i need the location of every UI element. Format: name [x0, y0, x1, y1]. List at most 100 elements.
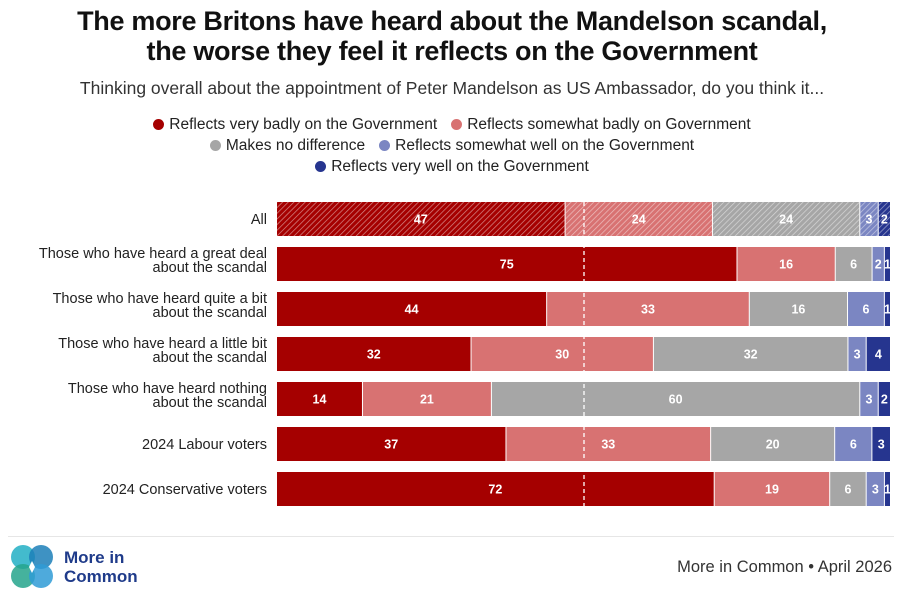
category-label: Those who have heard a great deal about t… [39, 246, 267, 276]
legend-item-somewhat-badly: Reflects somewhat badly on Government [451, 116, 751, 134]
bar-value-label: 33 [641, 303, 655, 317]
bar-segment-somewhat-badly [471, 337, 653, 371]
bar-value-label: 3 [854, 348, 861, 362]
bar-value-label: 6 [850, 438, 857, 452]
bar-value-label: 24 [632, 213, 646, 227]
chart-subtitle: Thinking overall about the appointment o… [79, 78, 825, 98]
bar-segment-very-badly [277, 382, 362, 416]
bar-segment-somewhat-badly [714, 472, 830, 506]
bar-value-label: 6 [862, 303, 869, 317]
bar-value-label: 32 [744, 348, 758, 362]
bar-row-5: 2024 Labour voters 37 33 20 6 3 [142, 427, 890, 461]
bar-value-label: 30 [555, 348, 569, 362]
bar-segment-no-difference [835, 247, 872, 281]
bar-row-0: All 47 24 24 3 2 [251, 202, 890, 236]
legend-item-somewhat-well: Reflects somewhat well on the Government [379, 137, 694, 155]
category-label: 2024 Conservative voters [103, 482, 267, 498]
category-label: Those who have heard nothing about the sc… [68, 381, 267, 411]
bar-value-label: 6 [844, 483, 851, 497]
bar-hatch-overlay [860, 202, 878, 236]
logo-text: More in Common [64, 548, 138, 586]
bar-segment-somewhat-well [848, 292, 884, 326]
category-label: All [251, 212, 267, 228]
bar-value-label: 72 [488, 483, 502, 497]
bar-value-label: 2 [881, 213, 888, 227]
bar-segment-very-badly [277, 472, 714, 506]
bar-value-label: 20 [766, 438, 780, 452]
bar-segment-somewhat-well [860, 382, 878, 416]
bar-segment-very-badly [277, 427, 506, 461]
bar-row-2: Those who have heard quite a bit about th… [53, 291, 891, 326]
bar-value-label: 3 [878, 438, 885, 452]
bar-value-label: 1 [884, 303, 891, 317]
bar-hatch-overlay [565, 202, 712, 236]
legend-label-somewhat-well: Reflects somewhat well on the Government [395, 136, 695, 154]
bar-segment-no-difference [491, 382, 860, 416]
bar-segment-somewhat-badly [737, 247, 835, 281]
bar-segment-very-badly [277, 247, 737, 281]
bar-segment-somewhat-well [835, 427, 872, 461]
bar-value-label: 16 [779, 258, 793, 272]
legend-swatch-very-badly [153, 119, 165, 130]
bar-value-label: 1 [884, 258, 891, 272]
bar-value-label: 37 [384, 438, 398, 452]
bar-segment-very-well [884, 247, 890, 281]
legend-label-very-well: Reflects very well on the Government [331, 157, 589, 175]
bar-segment-very-well [872, 427, 890, 461]
bar-value-label: 14 [313, 393, 327, 407]
legend-label-no-difference: Makes no difference [225, 136, 366, 154]
bar-segment-very-well [884, 292, 890, 326]
legend-row-1: Reflects very badly on the Government Re… [0, 114, 904, 135]
bar-value-label: 24 [779, 213, 793, 227]
category-label: Those who have heard a little bit about t… [58, 336, 267, 366]
bar-segment-somewhat-badly [547, 292, 749, 326]
bar-value-label: 2 [875, 258, 882, 272]
bar-row-3: Those who have heard a little bit about t… [58, 336, 890, 371]
legend-label-very-badly: Reflects very badly on the Government [169, 115, 438, 133]
bar-hatch-overlay [878, 202, 890, 236]
bar-value-label: 44 [405, 303, 419, 317]
legend: Reflects very badly on the Government Re… [0, 114, 904, 177]
bar-segment-somewhat-well [848, 337, 866, 371]
bar-segment-no-difference [830, 472, 866, 506]
title-line-2: the worse they feel it reflects on the G… [146, 36, 758, 66]
legend-row-3: Reflects very well on the Government [0, 156, 904, 177]
bar-row-4: Those who have heard nothing about the sc… [68, 381, 890, 416]
bar-segment-somewhat-badly [506, 427, 711, 461]
logo-text-line-2: Common [64, 567, 138, 586]
bar-value-label: 2 [881, 393, 888, 407]
bar-segment-very-badly [277, 292, 547, 326]
bar-segment-somewhat-well [866, 472, 884, 506]
legend-row-2: Makes no difference Reflects somewhat we… [0, 135, 904, 156]
bar-segment-somewhat-badly [362, 382, 491, 416]
bar-value-label: 47 [414, 213, 428, 227]
legend-swatch-no-difference [209, 140, 221, 151]
bar-hatch-overlay [277, 202, 565, 236]
more-in-common-logo: More in Common [8, 544, 138, 590]
bar-value-label: 16 [791, 303, 805, 317]
footer-divider [8, 536, 894, 537]
bar-value-label: 3 [866, 213, 873, 227]
legend-item-no-difference: Makes no difference [209, 136, 366, 155]
legend-item-very-well: Reflects very well on the Government [315, 158, 589, 176]
source-note: More in Common • April 2026 [677, 558, 892, 576]
title-line-1: The more Britons have heard about the Ma… [77, 6, 827, 36]
bar-segment-no-difference [749, 292, 848, 326]
overlapping-circles-logo-icon [11, 545, 53, 588]
bar-segment-very-well [884, 472, 890, 506]
bar-value-label: 6 [850, 258, 857, 272]
legend-swatch-somewhat-badly [451, 119, 463, 130]
bar-value-label: 1 [884, 483, 891, 497]
category-label: 2024 Labour voters [142, 437, 267, 453]
bar-segment-very-badly [277, 337, 471, 371]
bar-row-1: Those who have heard a great deal about t… [39, 246, 891, 281]
legend-item-very-badly: Reflects very badly on the Government [153, 116, 437, 134]
bar-segment-very-well [866, 337, 890, 371]
bar-segment-no-difference [711, 427, 835, 461]
bar-hatch-overlay [712, 202, 860, 236]
bar-value-label: 33 [601, 438, 615, 452]
bar-value-label: 32 [367, 348, 381, 362]
logo-text-line-1: More in [64, 548, 125, 567]
bar-segment-somewhat-well [872, 247, 884, 281]
